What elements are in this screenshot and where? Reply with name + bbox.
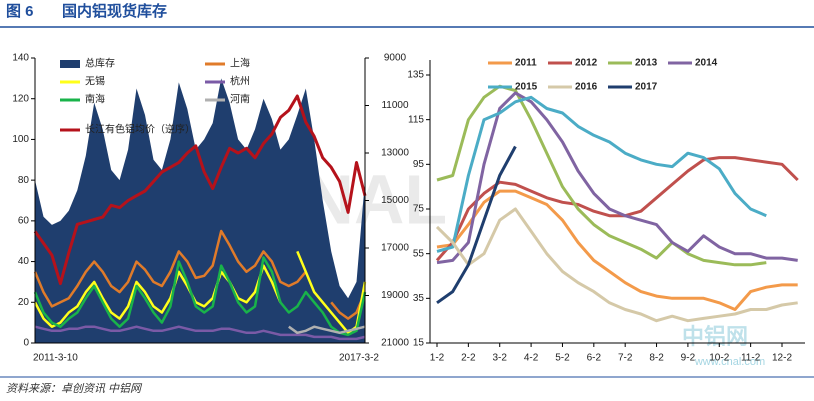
line: [33, 94, 367, 286]
x-tick-label: 8-2: [649, 353, 664, 364]
area: [35, 78, 365, 344]
legend-label: 南海: [85, 93, 105, 106]
y-tick-label: 80: [18, 175, 30, 186]
watermark-brand: 中铝网: [682, 324, 748, 349]
y2-tick-label: 9000: [384, 53, 407, 64]
legend-label: 无锡: [85, 75, 105, 88]
legend-label: 2014: [695, 58, 718, 69]
x-tick-label: 2011-3-10: [33, 353, 78, 364]
y-tick-label: 35: [413, 293, 425, 304]
line: [435, 207, 798, 323]
y2-tick-label: 15000: [381, 195, 409, 206]
y2-tick-label: 21000: [381, 338, 409, 349]
y-tick-label: 95: [413, 159, 425, 170]
y-tick-label: 55: [413, 248, 425, 259]
y-tick-label: 135: [407, 70, 424, 81]
legend-label: 长江有色铝均价（逆序）: [85, 123, 195, 136]
line: [436, 84, 767, 267]
y-tick-label: 115: [408, 114, 424, 125]
legend-label: 2012: [575, 58, 598, 69]
y2-tick-label: 19000: [381, 290, 409, 301]
y-tick-label: 140: [12, 53, 29, 64]
y-tick-label: 0: [23, 338, 29, 349]
line: [436, 95, 767, 253]
legend-label: 2015: [515, 82, 538, 93]
page-title: 国内铝现货库存: [62, 2, 167, 20]
line: [435, 156, 799, 262]
figure-number: 图 6: [6, 3, 34, 20]
x-tick-label: 11-2: [741, 353, 761, 364]
line: [436, 91, 798, 265]
watermark-url: www.cnal.com: [694, 356, 765, 368]
legend-label: 2016: [575, 82, 598, 93]
x-tick-label: 7-2: [618, 353, 633, 364]
x-tick-label: 2017-3-2: [339, 353, 379, 364]
x-tick-label: 10-2: [709, 353, 729, 364]
x-tick-label: 1-2: [430, 353, 445, 364]
y-tick-label: 60: [18, 215, 30, 226]
line: [288, 325, 366, 335]
x-tick-label: 4-2: [524, 353, 539, 364]
y-tick-label: 75: [413, 204, 425, 215]
legend-label: 上海: [230, 57, 250, 70]
y-tick-label: 15: [413, 338, 425, 349]
line: [436, 145, 517, 305]
y-tick-label: 100: [12, 134, 29, 145]
x-tick-label: 6-2: [587, 353, 602, 364]
y2-tick-label: 13000: [381, 148, 409, 159]
line: [436, 189, 798, 311]
legend-swatch: [60, 60, 80, 68]
line: [33, 256, 367, 337]
line: [34, 325, 366, 341]
y2-tick-label: 17000: [381, 243, 409, 254]
legend-label: 总库存: [85, 57, 115, 70]
y-tick-label: 40: [18, 256, 30, 267]
legend-label: 河南: [230, 93, 250, 106]
x-tick-label: 9-2: [681, 353, 696, 364]
source: 资料来源：卓创资讯 中铝网: [6, 382, 143, 395]
y-tick-label: 120: [12, 93, 29, 104]
x-tick-label: 2-2: [461, 353, 476, 364]
legend-label: 2011: [515, 58, 537, 69]
legend-label: 杭州: [230, 75, 250, 88]
y2-tick-label: 11000: [381, 100, 409, 111]
x-tick-label: 3-2: [493, 353, 508, 364]
legend-label: 2017: [635, 82, 658, 93]
x-tick-label: 5-2: [555, 353, 570, 364]
legend-label: 2013: [635, 58, 658, 69]
x-tick-label: 12-2: [772, 353, 792, 364]
y-tick-label: 20: [18, 297, 30, 308]
